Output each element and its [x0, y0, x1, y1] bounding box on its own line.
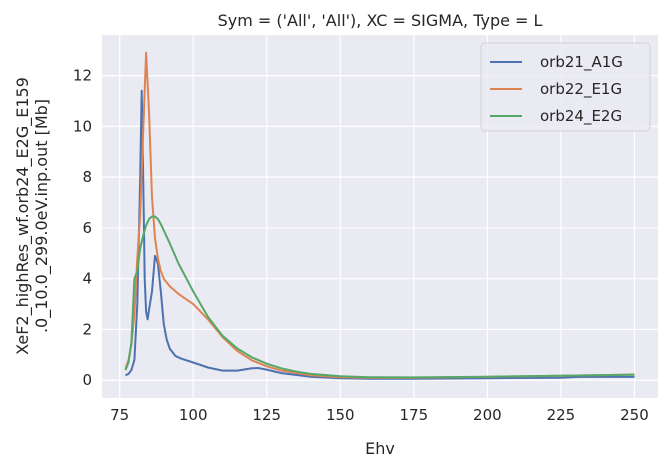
x-tick-label: 175 [400, 406, 429, 424]
y-tick-label: 4 [82, 270, 92, 288]
y-tick-label: 2 [82, 320, 92, 338]
x-tick-labels: 75 100 125 150 175 200 225 250 [110, 406, 649, 424]
x-tick-label: 200 [473, 406, 502, 424]
legend-box [480, 42, 651, 132]
legend-label-orb21: orb21_A1G [540, 53, 623, 72]
y-axis-label-line-2: .0_10.0_299.0eV.inp.out [Mb] [32, 99, 52, 333]
y-tick-label: 0 [82, 371, 92, 389]
x-tick-label: 125 [252, 406, 281, 424]
series-lines [124, 51, 635, 380]
y-tick-label: 6 [82, 219, 92, 237]
x-tick-label: 250 [620, 406, 649, 424]
y-axis-label: XeF2_highRes_wf.orb24_E2G_E159 .0_10.0_2… [13, 77, 52, 355]
x-axis-label: Ehv [365, 439, 395, 458]
legend: orb21_A1G orb22_E1G orb24_E2G [480, 42, 651, 132]
x-tick-label: 150 [326, 406, 355, 424]
legend-label-orb24: orb24_E2G [540, 107, 622, 126]
y-tick-labels: 0 2 4 6 8 10 12 [73, 67, 92, 390]
x-tick-label: 225 [547, 406, 576, 424]
y-axis-label-line-1: XeF2_highRes_wf.orb24_E2G_E159 [13, 77, 33, 355]
x-tick-label: 100 [179, 406, 208, 424]
y-tick-label: 8 [82, 168, 92, 186]
series-line-orb24_E2G [124, 215, 635, 379]
chart-title: Sym = ('All', 'All'), XC = SIGMA, Type =… [218, 11, 543, 30]
y-tick-label: 10 [73, 117, 92, 135]
x-tick-label: 75 [110, 406, 129, 424]
legend-label-orb22: orb22_E1G [540, 80, 622, 99]
y-tick-label: 12 [73, 67, 92, 85]
